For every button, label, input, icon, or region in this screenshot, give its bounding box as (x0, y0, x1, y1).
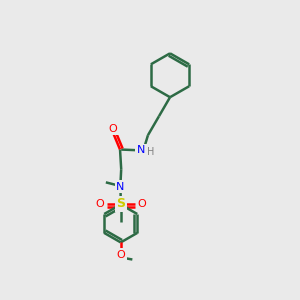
Text: O: O (116, 250, 125, 260)
Text: O: O (137, 199, 146, 209)
Text: N: N (137, 145, 145, 155)
Text: O: O (95, 199, 104, 209)
Text: N: N (116, 182, 125, 191)
Text: O: O (109, 124, 117, 134)
Text: S: S (116, 197, 125, 210)
Text: H: H (147, 147, 155, 157)
